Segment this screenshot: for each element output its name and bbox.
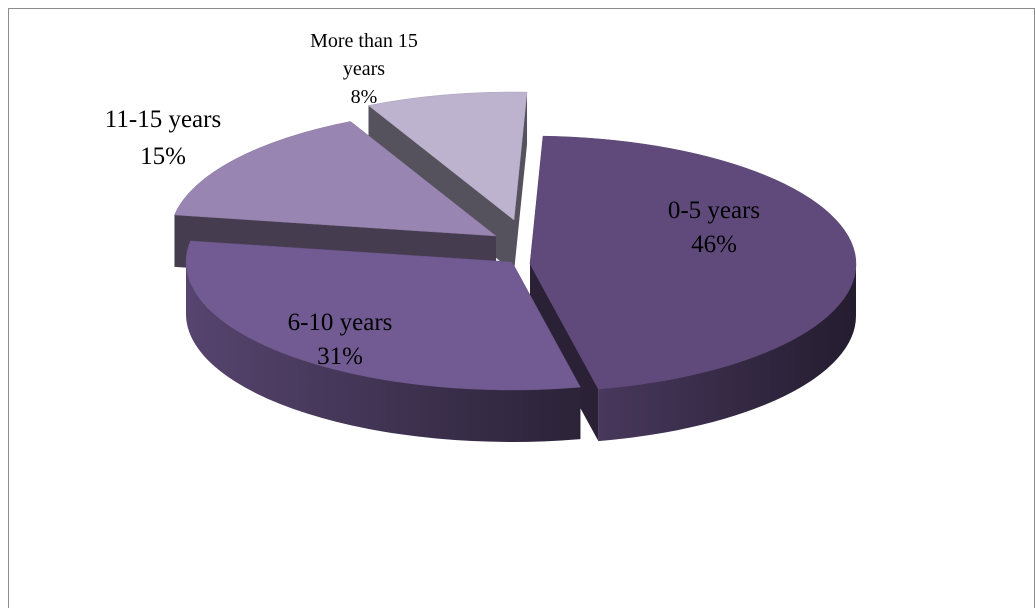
slice-label-6-10-years: 6-10 years — [288, 309, 393, 336]
slice-6-10-years — [185, 240, 581, 391]
slice-value-6-10-years: 31% — [317, 343, 363, 370]
slice-value-11-15-years: 15% — [140, 143, 186, 170]
pie-top-layer — [174, 91, 857, 391]
slice-label-more-than-15-line2: years — [343, 58, 385, 80]
slice-wall-0-5-years-0 — [598, 264, 856, 442]
slice-value-more-than-15: 8% — [351, 86, 378, 108]
slice-value-0-5-years: 46% — [691, 231, 737, 258]
slice-11-15-years — [174, 121, 497, 237]
slice-label-more-than-15-line1: More than 15 — [310, 30, 418, 52]
slice-more-than-15-years — [367, 91, 528, 221]
slice-wall-6-10-years-0 — [186, 262, 581, 442]
slice-side-more-than-15-years-1 — [514, 92, 528, 272]
slice-label-11-15-years: 11-15 years — [105, 106, 221, 133]
slice-label-0-5-years: 0-5 years — [668, 197, 760, 224]
slice-side-0-5-years-1 — [530, 264, 599, 442]
slice-0-5-years — [529, 135, 857, 390]
